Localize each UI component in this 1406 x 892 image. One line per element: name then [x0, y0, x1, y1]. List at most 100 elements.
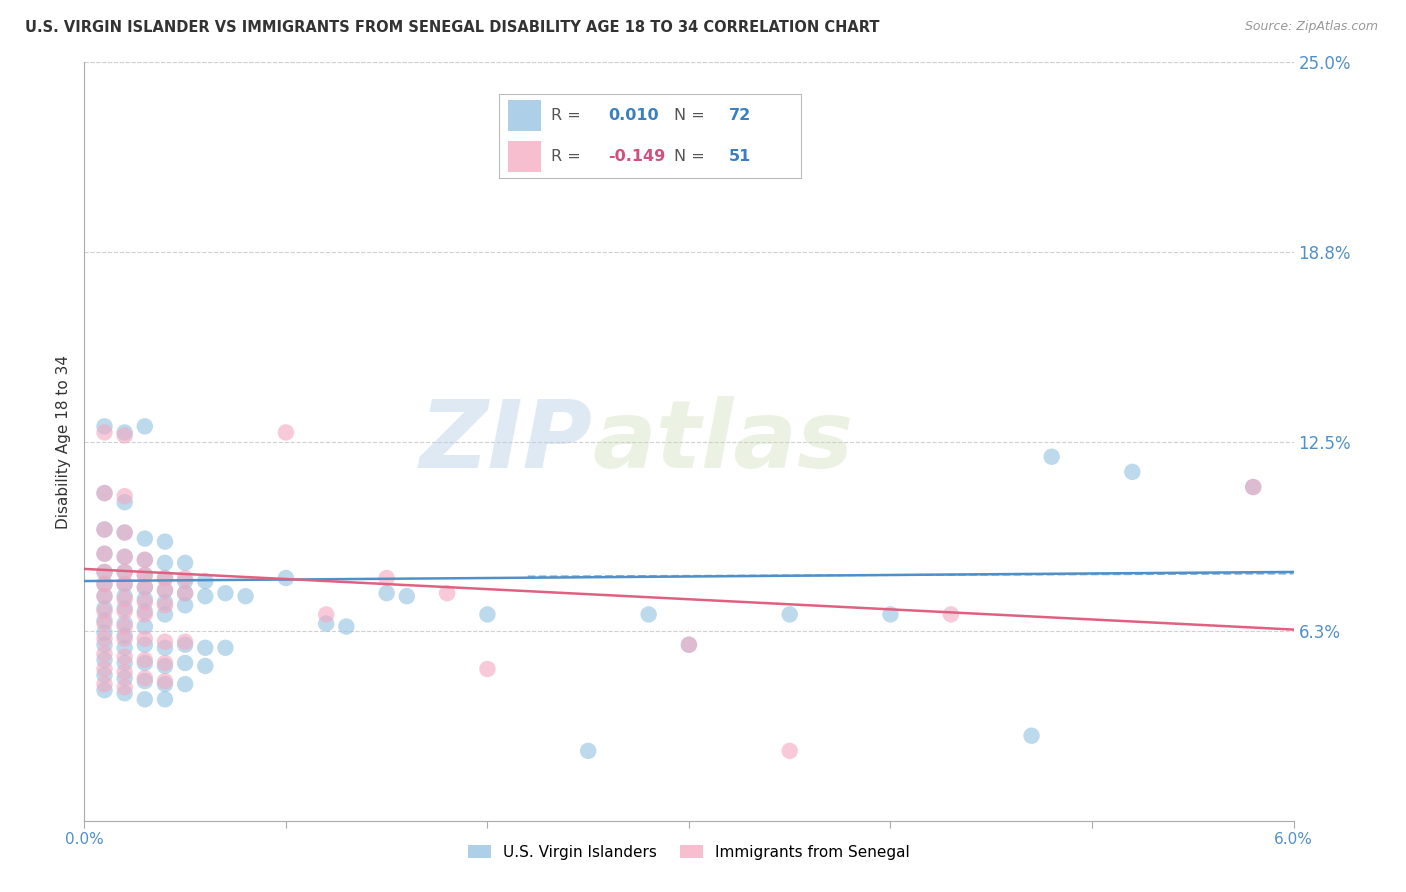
Point: [375, 571, 398, 585]
Point: [174, 638, 197, 652]
Point: [153, 571, 176, 585]
Point: [174, 574, 197, 588]
Point: [114, 604, 136, 618]
Point: [477, 662, 499, 676]
Point: [153, 674, 176, 689]
Point: [114, 686, 136, 700]
Text: 72: 72: [728, 108, 751, 123]
Point: [114, 577, 136, 591]
Text: 0.010: 0.010: [607, 108, 658, 123]
Point: [114, 619, 136, 633]
Point: [153, 583, 176, 598]
Point: [274, 425, 297, 440]
Point: [93, 632, 115, 646]
Point: [174, 556, 197, 570]
Text: ZIP: ZIP: [419, 395, 592, 488]
Text: atlas: atlas: [592, 395, 853, 488]
Point: [194, 574, 217, 588]
Point: [134, 653, 156, 667]
Point: [1121, 465, 1143, 479]
Point: [235, 589, 257, 603]
Point: [153, 640, 176, 655]
Point: [134, 553, 156, 567]
Point: [1040, 450, 1063, 464]
Point: [93, 677, 115, 691]
Point: [93, 486, 115, 500]
Point: [114, 549, 136, 564]
Point: [134, 638, 156, 652]
Point: [174, 599, 197, 613]
Point: [114, 425, 136, 440]
Point: [114, 665, 136, 679]
Point: [174, 571, 197, 585]
Point: [93, 616, 115, 631]
Point: [174, 634, 197, 648]
Point: [114, 549, 136, 564]
Point: [134, 553, 156, 567]
Point: [93, 565, 115, 579]
Point: [134, 568, 156, 582]
Point: [114, 525, 136, 540]
Point: [93, 614, 115, 628]
Point: [114, 589, 136, 603]
Point: [114, 656, 136, 670]
Point: [134, 607, 156, 622]
Point: [93, 662, 115, 676]
Text: 51: 51: [728, 149, 751, 164]
Point: [114, 680, 136, 694]
Point: [134, 595, 156, 609]
Text: R =: R =: [551, 108, 585, 123]
Point: [477, 607, 499, 622]
Text: Source: ZipAtlas.com: Source: ZipAtlas.com: [1244, 20, 1378, 33]
Point: [114, 640, 136, 655]
Point: [153, 607, 176, 622]
Point: [93, 486, 115, 500]
Point: [93, 653, 115, 667]
Text: N =: N =: [675, 149, 710, 164]
Point: [214, 640, 236, 655]
Point: [153, 634, 176, 648]
Point: [134, 580, 156, 594]
Point: [779, 744, 801, 758]
Point: [134, 674, 156, 689]
Bar: [508, 141, 541, 171]
Point: [174, 677, 197, 691]
Point: [93, 523, 115, 537]
Point: [134, 592, 156, 607]
Point: [114, 565, 136, 579]
Point: [1021, 729, 1043, 743]
Point: [134, 656, 156, 670]
Point: [114, 495, 136, 509]
Point: [274, 571, 297, 585]
Point: [153, 692, 176, 706]
Point: [114, 428, 136, 442]
Point: [93, 577, 115, 591]
Point: [93, 638, 115, 652]
Point: [134, 632, 156, 646]
Point: [153, 583, 176, 598]
Point: [93, 547, 115, 561]
Point: [114, 601, 136, 615]
Point: [134, 671, 156, 685]
Point: [93, 589, 115, 603]
Point: [678, 638, 700, 652]
Point: [576, 744, 599, 758]
Point: [134, 692, 156, 706]
Point: [114, 649, 136, 664]
Point: [93, 577, 115, 591]
Y-axis label: Disability Age 18 to 34: Disability Age 18 to 34: [56, 354, 72, 529]
Point: [678, 638, 700, 652]
Point: [335, 619, 357, 633]
Point: [174, 586, 197, 600]
Point: [93, 419, 115, 434]
Text: N =: N =: [675, 108, 710, 123]
Point: [375, 586, 398, 600]
Point: [939, 607, 962, 622]
Point: [153, 659, 176, 673]
Bar: [508, 101, 541, 131]
Point: [134, 419, 156, 434]
Point: [93, 604, 115, 618]
Text: R =: R =: [551, 149, 585, 164]
Point: [174, 586, 197, 600]
Point: [114, 577, 136, 591]
